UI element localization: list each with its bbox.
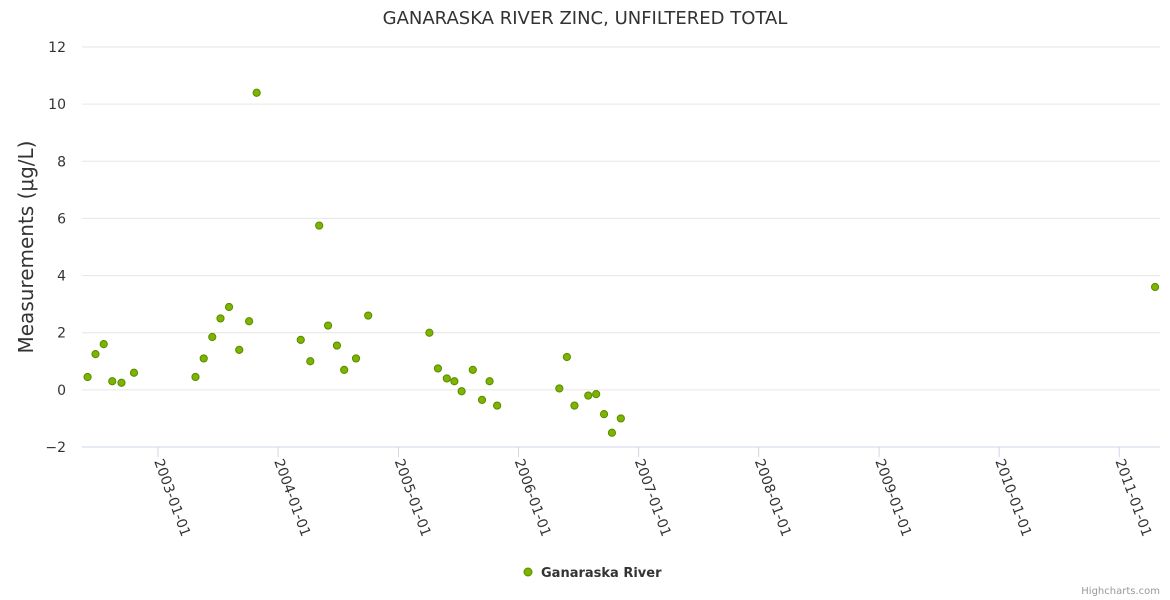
y-tick-label: 4	[57, 269, 66, 285]
data-points	[83, 88, 1160, 437]
data-point[interactable]	[208, 332, 217, 342]
data-point[interactable]	[117, 378, 126, 387]
data-point[interactable]	[493, 401, 502, 410]
x-tick-label: 2007-01-01	[631, 457, 674, 539]
grid-lines	[82, 46, 1160, 391]
chart-title: GANARASKA RIVER ZINC, UNFILTERED TOTAL	[383, 8, 788, 29]
data-point[interactable]	[332, 341, 342, 350]
data-point[interactable]	[245, 317, 254, 326]
x-tick-label: 2008-01-01	[751, 457, 794, 539]
y-tick-label: 8	[57, 154, 66, 170]
x-tick-label: 2004-01-01	[270, 457, 313, 539]
x-tick-label: 2006-01-01	[511, 457, 554, 539]
data-point[interactable]	[570, 401, 579, 410]
y-axis-label: Measurements (μg/L)	[14, 141, 38, 354]
data-point[interactable]	[108, 377, 117, 386]
data-point[interactable]	[450, 377, 459, 386]
x-tick-label: 2010-01-01	[991, 457, 1034, 539]
y-axis-ticks: −2 0 2 4 6 8 10 12	[45, 40, 66, 456]
data-point[interactable]	[191, 372, 200, 382]
data-point[interactable]	[216, 314, 225, 323]
data-point[interactable]	[433, 364, 443, 373]
legend-marker-icon	[523, 567, 533, 577]
y-tick-label: −2	[45, 440, 66, 456]
data-point[interactable]	[224, 302, 234, 312]
data-point[interactable]	[199, 354, 208, 363]
y-tick-label: 0	[57, 383, 66, 399]
x-tick-label: 2009-01-01	[871, 457, 914, 539]
data-point[interactable]	[351, 354, 361, 363]
x-tick-label: 2003-01-01	[150, 457, 193, 539]
y-tick-label: 10	[48, 97, 66, 113]
data-point[interactable]	[457, 387, 466, 396]
data-point[interactable]	[306, 357, 315, 366]
data-point[interactable]	[323, 321, 333, 330]
data-point[interactable]	[252, 88, 261, 97]
data-point[interactable]	[555, 384, 564, 393]
y-tick-label: 12	[48, 40, 66, 56]
data-point[interactable]	[485, 377, 494, 386]
data-point[interactable]	[477, 395, 487, 404]
data-point[interactable]	[315, 221, 324, 230]
legend[interactable]: Ganaraska River	[523, 566, 662, 581]
y-tick-label: 6	[57, 211, 66, 227]
credits-link[interactable]: Highcharts.com	[1081, 586, 1160, 597]
data-point[interactable]	[83, 372, 92, 382]
legend-item-ganaraska-river[interactable]: Ganaraska River	[541, 566, 662, 581]
data-point[interactable]	[235, 345, 244, 354]
data-point[interactable]	[592, 390, 601, 399]
data-point[interactable]	[296, 335, 305, 344]
data-point[interactable]	[91, 350, 100, 359]
data-point[interactable]	[129, 368, 139, 377]
data-point[interactable]	[607, 428, 617, 437]
data-point[interactable]	[599, 410, 609, 419]
y-tick-label: 2	[57, 326, 66, 342]
x-tick-label: 2005-01-01	[391, 457, 434, 539]
data-point[interactable]	[616, 414, 625, 423]
data-point[interactable]	[584, 391, 593, 400]
data-point[interactable]	[364, 311, 373, 320]
data-point[interactable]	[1150, 282, 1160, 292]
data-point[interactable]	[425, 328, 434, 337]
data-point[interactable]	[442, 374, 451, 383]
data-point[interactable]	[99, 340, 108, 349]
data-point[interactable]	[562, 352, 571, 362]
data-point[interactable]	[468, 365, 477, 374]
x-axis: 2003-01-01 2004-01-01 2005-01-01 2006-01-01…	[82, 446, 1160, 539]
data-point[interactable]	[340, 365, 349, 374]
x-tick-label: 2011-01-01	[1111, 457, 1154, 539]
